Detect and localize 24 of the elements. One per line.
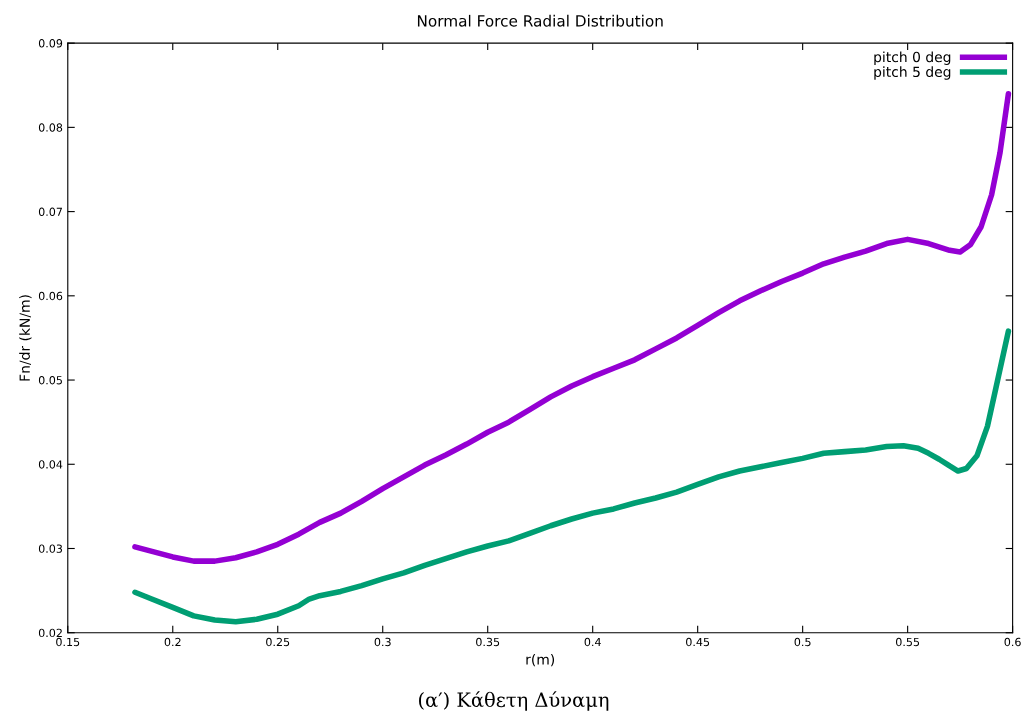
x-tick-label: 0.45: [686, 637, 710, 647]
y-tick-label: 0.09: [38, 39, 63, 48]
y-tick-label: 0.07: [38, 207, 62, 216]
y-tick-label: 0.02: [38, 628, 62, 638]
x-tick-label: 0.4: [584, 637, 601, 647]
y-axis-title: Fn/dr (kN/m): [19, 295, 32, 381]
x-tick-label: 0.5: [794, 637, 811, 647]
y-tick-label: 0.05: [38, 376, 62, 385]
y-tick-label: 0.04: [38, 460, 63, 469]
x-tick-label: 0.3: [374, 637, 391, 647]
x-tick-label: 0.15: [56, 637, 80, 647]
legend-label: pitch 0 deg: [874, 51, 951, 65]
x-tick-label: 0.25: [266, 637, 290, 647]
y-tick-label: 0.03: [38, 544, 63, 553]
chart-title: Normal Force Radial Distribution: [417, 14, 663, 27]
x-tick-label: 0.55: [896, 637, 920, 647]
y-tick-label: 0.06: [38, 291, 63, 301]
x-tick-label: 0.35: [476, 637, 500, 647]
x-axis-title: r(m): [526, 653, 555, 667]
x-tick-label: 0.6: [1004, 637, 1021, 647]
legend-label: pitch 5 deg: [874, 66, 951, 80]
y-tick-label: 0.08: [38, 123, 63, 132]
x-tick-label: 0.2: [164, 637, 181, 647]
text: (α′) Κάθετη Δύναμη: [419, 691, 609, 711]
